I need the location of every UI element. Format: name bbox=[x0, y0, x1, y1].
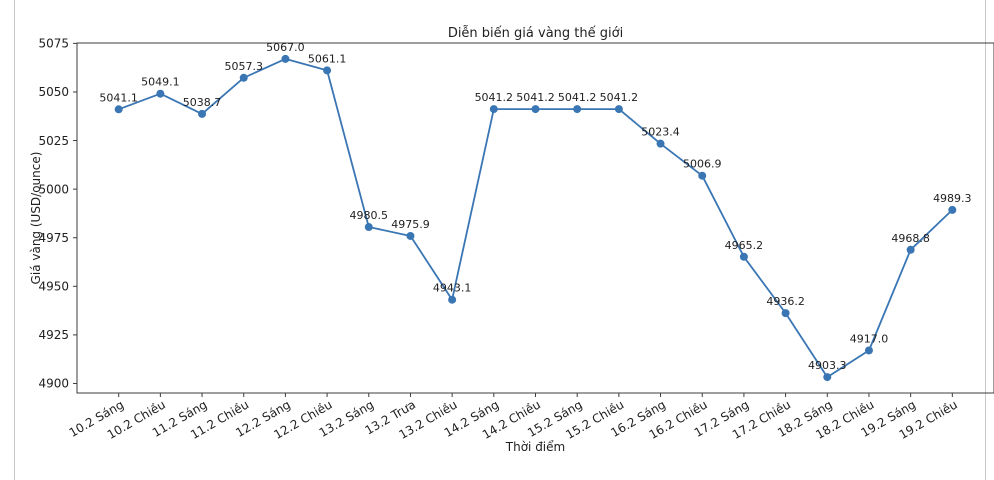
x-axis-label: Thời điểm bbox=[505, 440, 566, 454]
point-value-label: 4965.2 bbox=[725, 239, 764, 252]
chart-card: Diễn biến giá vàng thế giới Giá vàng (US… bbox=[14, 0, 994, 480]
y-tick-label: 5050 bbox=[38, 85, 69, 99]
data-point bbox=[364, 223, 373, 232]
data-point bbox=[448, 295, 457, 304]
point-value-label: 5023.4 bbox=[641, 126, 680, 139]
point-value-label: 5061.1 bbox=[308, 52, 347, 65]
point-value-label: 5041.1 bbox=[99, 91, 138, 104]
point-value-label: 4968.8 bbox=[891, 232, 930, 245]
data-point bbox=[698, 171, 707, 180]
data-point bbox=[614, 105, 623, 114]
point-value-label: 4943.1 bbox=[433, 282, 472, 295]
y-tick-label: 4900 bbox=[38, 377, 69, 391]
y-tick-label: 4950 bbox=[38, 280, 69, 294]
data-point bbox=[656, 139, 665, 148]
data-point bbox=[489, 105, 498, 114]
y-tick-label: 4975 bbox=[38, 231, 69, 245]
point-value-label: 4980.5 bbox=[350, 209, 389, 222]
point-value-label: 4903.3 bbox=[808, 359, 847, 372]
point-value-label: 4989.3 bbox=[933, 192, 972, 205]
data-point bbox=[739, 252, 748, 261]
data-point bbox=[573, 105, 582, 114]
point-value-label: 5041.2 bbox=[516, 91, 555, 104]
data-point bbox=[906, 245, 915, 254]
data-point bbox=[156, 89, 165, 98]
point-value-label: 5049.1 bbox=[141, 76, 180, 89]
y-tick-label: 5000 bbox=[38, 182, 69, 196]
data-point bbox=[114, 105, 123, 114]
data-point bbox=[948, 205, 957, 214]
y-tick-label: 5025 bbox=[38, 134, 69, 148]
data-point bbox=[531, 105, 540, 114]
point-value-label: 5041.2 bbox=[600, 91, 639, 104]
data-point bbox=[198, 109, 207, 118]
data-point bbox=[823, 373, 832, 382]
y-tick-label: 4925 bbox=[38, 328, 69, 342]
point-value-label: 5038.7 bbox=[183, 96, 222, 109]
data-point bbox=[239, 73, 248, 82]
point-value-label: 4917.0 bbox=[850, 332, 889, 345]
point-value-label: 5041.2 bbox=[558, 91, 597, 104]
point-value-label: 4975.9 bbox=[391, 218, 430, 231]
point-value-label: 4936.2 bbox=[766, 295, 805, 308]
data-point bbox=[864, 346, 873, 355]
data-point bbox=[323, 66, 332, 75]
point-value-label: 5057.3 bbox=[224, 60, 263, 73]
y-tick-label: 5075 bbox=[38, 37, 69, 51]
data-point bbox=[781, 309, 790, 318]
point-value-label: 5067.0 bbox=[266, 41, 305, 54]
point-value-label: 5006.9 bbox=[683, 158, 722, 171]
point-value-label: 5041.2 bbox=[475, 91, 514, 104]
data-point bbox=[281, 54, 290, 63]
data-point bbox=[406, 231, 415, 240]
